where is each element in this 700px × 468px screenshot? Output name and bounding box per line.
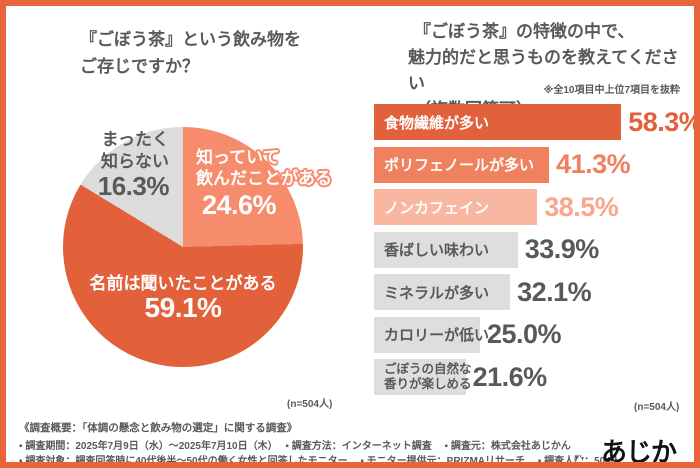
bar-row: ごぼうの自然な 香りが楽しめる 21.6% [374,359,694,395]
pie-slice-label-heard-name: 名前は聞いたことがある [89,274,277,293]
bar-chart: 食物繊維が多い 58.3% ポリフェノールが多い 41.3% ノンカフェイン 38.5% 香… [374,104,700,395]
excerpt-note: ※全10項目中上位7項目を抜粋 [543,85,680,96]
pie-slice-value-known-drunk: 24.6% [201,190,277,220]
bar-question-title-line1: 『ごぼう茶』の特徴の中で、 [414,22,635,41]
bar-sample-size-note: (n=504人) [634,402,680,413]
bar-row: 香ばしい味わい 33.9% [374,231,694,268]
bar-label: カロリーが低い [384,327,490,344]
pie-question-title-line1: 『ごぼう茶』という飲み物を [80,30,301,49]
bar-row: カロリーが低い 25.0% [374,316,694,353]
pie-chart [63,127,303,367]
bar-label: ノンカフェイン [384,199,490,217]
bar-label: 香ばしい味わい [384,242,490,259]
bar-segment: ごぼうの自然な 香りが楽しめる [374,359,472,395]
bar-label: ポリフェノールが多い [384,157,535,174]
pie-question-title-line2: ご存じですか？ [80,57,199,76]
bar-row: 食物繊維が多い 58.3% [374,104,700,140]
bar-value: 41.3% [556,149,631,179]
pie-sample-size-note: (n=504人) [287,399,333,410]
bar-segment: ノンカフェイン [374,189,538,225]
bar-value: 25.0% [487,319,562,349]
bar-row: ミネラルが多い 32.1% [374,274,694,310]
bar-row: ポリフェノールが多い 41.3% [374,146,694,183]
pie-slice-label-known-drunk: 知っていて 飲んだことがある [196,148,332,188]
survey-details-line2: ▪ 調査対象：調査回答時に40代後半〜50代の働く女性と回答したモニター ▪ モ… [19,456,621,467]
bar-value: 21.6% [472,361,548,392]
bar-segment: ポリフェノールが多い [374,146,550,183]
pie-slice-value-unknown: 16.3% [97,171,170,201]
bar-question-title-line2: 魅力的だと思うものを教えてください [408,48,679,93]
bar-segment: カロリーが低い [374,316,489,353]
survey-details-line1: ▪ 調査期間：2025年7月9日（水）〜2025年7月10日（木） ▪ 調査方法… [19,441,571,452]
company-logo: あじかん [563,432,694,468]
bar-row: ノンカフェイン 38.5% [374,189,694,225]
bar-value: 33.9% [524,234,600,264]
bar-label: ごぼうの自然な 香りが楽しめる [384,362,472,391]
bar-value: 58.3% [628,106,700,137]
bar-label: 食物繊維が多い [384,114,490,132]
bar-segment: ミネラルが多い [374,274,511,310]
bar-segment: 食物繊維が多い [374,104,622,140]
bar-label: ミネラルが多い [384,284,490,302]
pie-question-title: 『ごぼう茶』という飲み物を ご存じですか？ [80,26,301,80]
logo-wordmark: あじかん [601,438,677,468]
logo-triangle-icon [563,453,596,462]
pie-slice-value-heard-name: 59.1% [144,292,222,323]
bar-value: 32.1% [517,276,592,307]
bar-value: 38.5% [544,191,619,222]
pie-slice-label-unknown: まったく 知らない [101,130,169,171]
bar-segment: 香ばしい味わい [374,231,518,268]
survey-overview-title: 《調査概要：「体調の懸念と飲み物の選定」に関する調査》 [19,422,298,434]
